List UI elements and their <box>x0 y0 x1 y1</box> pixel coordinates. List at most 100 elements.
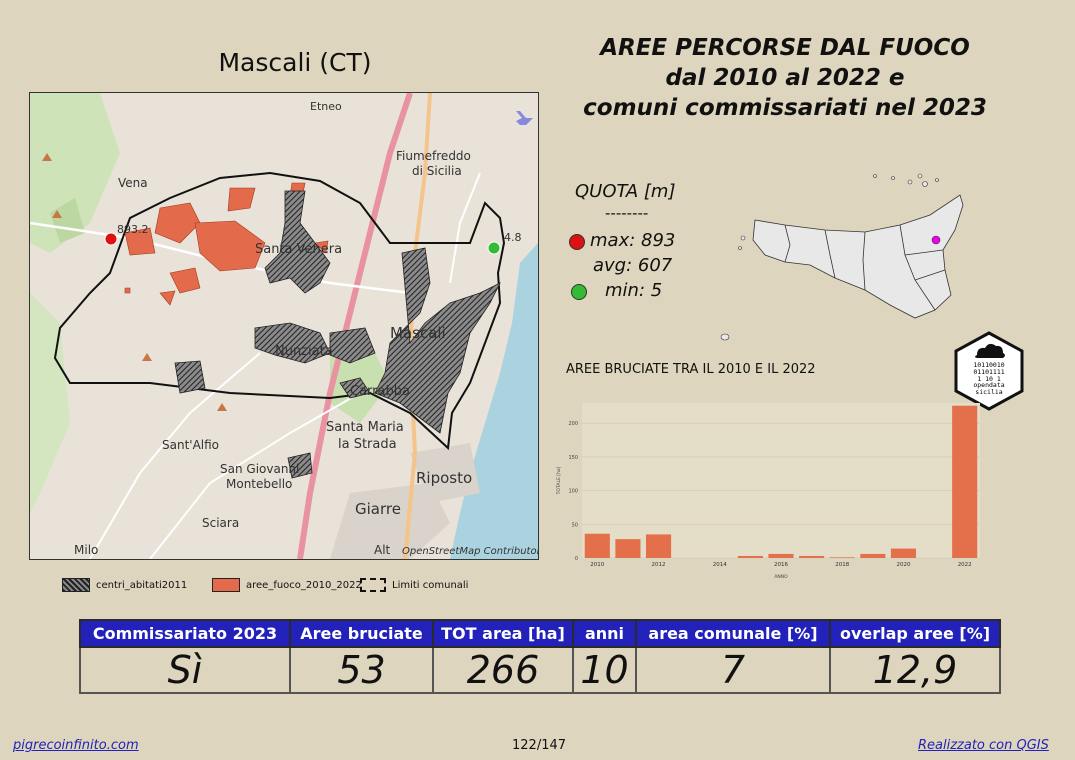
map-label-la-strada: la Strada <box>338 437 397 452</box>
bar-chart-canvas: 0 50 100 150 200 2010 2012 2014 2016 2018 2020 2022… <box>556 403 980 580</box>
mascali-location-marker <box>931 235 941 245</box>
map-label-alt: Alt <box>374 543 391 557</box>
page-number: 122/147 <box>512 738 567 753</box>
x-tick-label: 2012 <box>652 562 666 568</box>
main-title-line-3: comuni commissariati nel 2023 <box>583 95 987 121</box>
max-marker-label: 893.2 <box>117 223 149 236</box>
stats-header-row: Commissariato 2023 Aree bruciate TOT are… <box>79 619 1001 648</box>
main-title-line-1: AREE PERCORSE DAL FUOCO <box>600 35 970 61</box>
svg-text:1 10 1: 1 10 1 <box>977 375 1001 383</box>
footer-website-link[interactable]: pigrecoinfinito.com <box>13 738 139 753</box>
sicily-locator-map <box>720 173 964 341</box>
province-line <box>824 229 836 279</box>
fire-swatch <box>212 578 240 592</box>
value-tot-area: 266 <box>432 646 574 694</box>
qgis-credit-link[interactable]: Realizzato con QGIS <box>918 738 1049 753</box>
svg-text:sicilia: sicilia <box>975 388 1002 396</box>
header-tot-area: TOT area [ha] <box>432 619 574 648</box>
header-commissariato: Commissariato 2023 <box>79 619 291 648</box>
boundary-swatch <box>360 578 386 592</box>
y-tick-label: 0 <box>575 556 578 562</box>
legend-item-fuoco: aree_fuoco_2010_2022 <box>212 578 362 592</box>
value-commissariato: Sì <box>79 646 291 694</box>
min-elevation-marker <box>487 241 501 255</box>
bar-2016 <box>768 553 794 558</box>
fire-areas <box>124 182 329 306</box>
header-overlap: overlap aree [%] <box>829 619 1001 648</box>
bar-2011 <box>615 539 641 558</box>
municipality-map[interactable]: Etneo Fiumefreddo di Sicilia Vena Santa … <box>29 92 539 560</box>
map-label-san-giovanni: San Giovanni <box>220 462 299 476</box>
y-tick-label: 150 <box>568 455 578 461</box>
y-tick-label: 200 <box>568 421 578 427</box>
map-label-nunziata: Nunziata <box>275 344 333 359</box>
quota-max: max: 893 <box>590 230 676 251</box>
map-label-etneo: Etneo <box>310 100 342 113</box>
map-label-milo: Milo <box>74 543 98 557</box>
road <box>449 172 481 284</box>
legend-item-centri: centri_abitati2011 <box>62 578 187 592</box>
province-line <box>904 249 944 256</box>
quota-avg: avg: 607 <box>593 255 673 276</box>
map-label-fiumefreddo: Fiumefreddo <box>396 149 471 163</box>
bar-2017 <box>799 555 825 558</box>
svg-text:10110010: 10110010 <box>973 361 1004 369</box>
forest-area <box>30 293 70 513</box>
bar-2012 <box>645 534 672 558</box>
map-label-di-sicilia: di Sicilia <box>412 164 462 178</box>
bar-chart[interactable]: 0 50 100 150 200 2010 2012 2014 2016 2018 2020 2022… <box>550 395 990 589</box>
map-label-sant-alfio: Sant'Alfio <box>162 438 219 452</box>
header-anni: anni <box>572 619 637 648</box>
main-title: AREE PERCORSE DAL FUOCO dal 2010 al 2022… <box>560 33 1010 123</box>
y-tick-label: 100 <box>568 489 578 495</box>
value-overlap: 12,9 <box>829 646 1001 694</box>
header-aree-bruciate: Aree bruciate <box>289 619 434 648</box>
bar-2010 <box>584 533 610 558</box>
map-label-santa-maria: Santa Maria <box>326 420 404 435</box>
province-line <box>899 224 936 311</box>
value-area-comunale: 7 <box>635 646 831 694</box>
forest-area <box>50 198 85 243</box>
map-label-riposto: Riposto <box>416 469 472 487</box>
map-label-montebello: Montebello <box>226 477 292 491</box>
max-dot <box>569 234 585 250</box>
sicily-island <box>752 194 964 319</box>
map-label-santa-venera: Santa Venera <box>255 242 342 257</box>
legend-label-fuoco: aree_fuoco_2010_2022 <box>246 579 362 591</box>
opendata-sicilia-logo: 10110010 01101111 1 10 1 opendata sicili… <box>954 331 1024 411</box>
urban-centers <box>174 190 501 479</box>
legend-label-limiti: Limiti comunali <box>392 579 469 591</box>
stats-table: Commissariato 2023 Aree bruciate TOT are… <box>79 619 1001 694</box>
y-tick-label: 50 <box>572 522 578 528</box>
road <box>89 352 261 559</box>
map-attribution: OpenStreetMap Contributor <box>402 546 538 557</box>
peak-icons <box>42 153 227 411</box>
min-dot <box>571 284 587 300</box>
province-line <box>862 231 866 291</box>
main-title-line-2: dal 2010 al 2022 e <box>665 65 905 91</box>
x-tick-label: 2014 <box>713 562 727 568</box>
svg-text:opendata: opendata <box>973 381 1004 389</box>
x-tick-label: 2020 <box>896 562 910 568</box>
value-anni: 10 <box>572 646 637 694</box>
bar-2020 <box>890 548 917 558</box>
x-axis-label: ANNO <box>774 574 788 580</box>
legend-label-centri: centri_abitati2011 <box>96 579 188 591</box>
x-tick-label: 2016 <box>774 562 788 568</box>
svg-text:01101111: 01101111 <box>973 368 1004 376</box>
bar-2018 <box>829 557 855 558</box>
map-label-mascali: Mascali <box>390 324 446 342</box>
legend-item-limiti: Limiti comunali <box>360 578 468 592</box>
value-aree-bruciate: 53 <box>289 646 434 694</box>
quota-title: QUOTA [m] <box>575 181 676 202</box>
stats-value-row: Sì 53 266 10 7 12,9 <box>79 646 1001 694</box>
urban-area <box>330 483 450 559</box>
map-title: Mascali (CT) <box>218 48 372 77</box>
quota-min: min: 5 <box>605 280 663 301</box>
quota-separator: -------- <box>605 204 649 222</box>
road <box>149 392 361 559</box>
map-label-carrabba: Carrabba <box>350 384 410 399</box>
max-elevation-marker <box>104 232 118 246</box>
x-tick-label: 2010 <box>590 562 604 568</box>
province-line <box>784 224 791 263</box>
